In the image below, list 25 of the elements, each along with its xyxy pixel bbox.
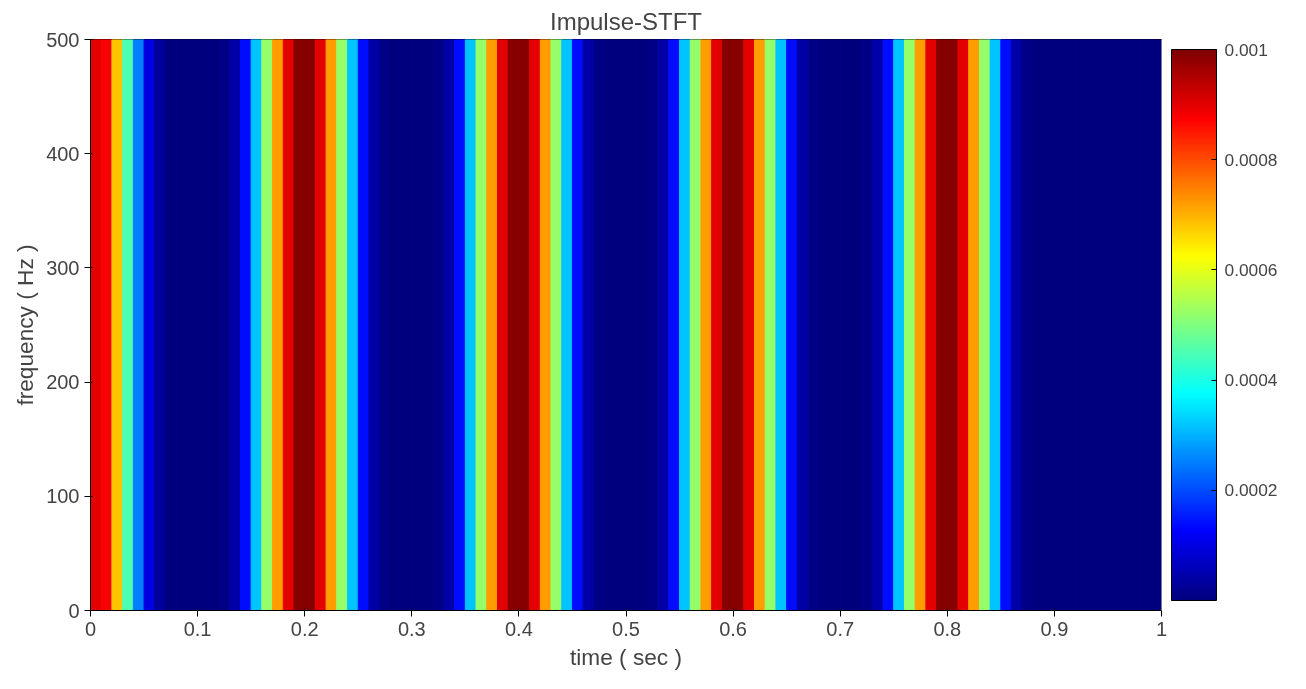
x-tick-label: 0.8 bbox=[933, 617, 962, 640]
x-tick-label: 1 bbox=[1155, 617, 1168, 640]
x-tick-label: 0.4 bbox=[505, 617, 533, 640]
x-tick-label: 0 bbox=[84, 617, 97, 640]
x-tick-label: 0.7 bbox=[826, 617, 855, 640]
x-axis-title: time ( sec ) bbox=[569, 643, 683, 670]
y-tick-label: 400 bbox=[46, 142, 80, 165]
color-bar-label: 0.0006 bbox=[1224, 259, 1278, 280]
y-tick-label: 0 bbox=[68, 599, 80, 622]
y-axis-title: frequency ( Hz ) bbox=[12, 244, 39, 406]
color-bar-label: 0.0008 bbox=[1224, 149, 1278, 170]
x-tick-label: 0.9 bbox=[1040, 617, 1069, 640]
chart-title: Impulse-STFT bbox=[549, 7, 703, 35]
color-bar-label: 0.001 bbox=[1224, 39, 1268, 60]
x-tick-label: 0.6 bbox=[719, 617, 748, 640]
y-tick-label: 200 bbox=[46, 371, 80, 394]
x-tick-label: 0.3 bbox=[397, 617, 426, 640]
color-bar-label: 0.0004 bbox=[1224, 370, 1278, 391]
y-tick-label: 100 bbox=[46, 485, 80, 508]
x-tick-label: 0.1 bbox=[183, 617, 212, 640]
y-tick-label: 300 bbox=[46, 256, 80, 279]
x-tick-label: 0.2 bbox=[290, 617, 319, 640]
y-tick-label: 500 bbox=[46, 28, 80, 51]
color-bar-label: 0.0002 bbox=[1224, 480, 1278, 501]
x-tick-label: 0.5 bbox=[612, 617, 640, 640]
